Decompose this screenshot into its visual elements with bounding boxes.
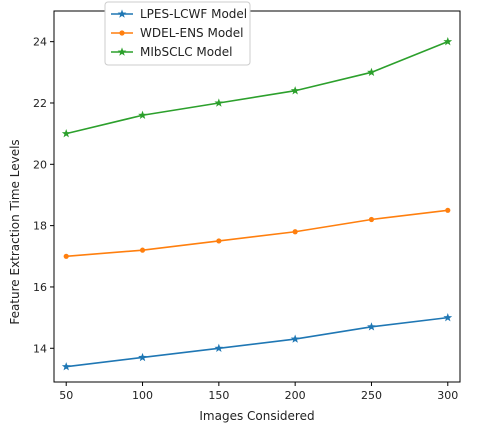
plot-frame	[53, 10, 461, 383]
legend-label: LPES-LCWF Model	[140, 7, 247, 21]
x-tick-label: 100	[132, 389, 153, 402]
y-tick-label: 18	[33, 220, 47, 233]
data-point	[216, 238, 222, 244]
y-axis-label: Feature Extraction Time Levels	[8, 139, 22, 324]
x-axis-label: Images Considered	[199, 409, 314, 423]
data-point	[139, 247, 146, 253]
legend-marker	[117, 47, 127, 56]
legend-box	[104, 1, 251, 66]
x-tick-label: 50	[59, 389, 73, 402]
y-tick-label: 22	[33, 97, 47, 110]
x-tick-label: 150	[208, 389, 229, 402]
x-axis: 50 100 150 200 250 300	[59, 382, 458, 402]
legend-marker	[117, 9, 127, 18]
legend-item: MIbSCLC Model	[111, 45, 232, 59]
data-point	[214, 98, 224, 107]
x-tick-label: 200	[285, 389, 306, 402]
data-point	[214, 343, 224, 352]
y-tick-label: 24	[33, 36, 47, 49]
series-lpes-lcwf-model	[61, 313, 453, 371]
legend-item: WDEL-ENS Model	[111, 26, 244, 40]
data-point	[61, 129, 71, 138]
series-layer	[61, 37, 453, 371]
x-tick-label: 250	[361, 389, 382, 402]
data-point	[367, 322, 376, 331]
data-point	[138, 352, 147, 362]
data-point	[443, 37, 453, 46]
x-tick-label: 300	[437, 389, 458, 402]
y-axis: 14 16 18 20 22 24	[33, 36, 54, 355]
data-point	[368, 216, 375, 223]
y-tick-label: 20	[33, 158, 47, 171]
legend-marker	[119, 30, 125, 36]
data-point	[61, 362, 71, 371]
data-point	[290, 86, 300, 95]
y-tick-label: 14	[33, 342, 47, 355]
series-line-wdel-ens-model	[66, 209, 448, 258]
data-point	[290, 334, 300, 343]
series-line-lpes-lcwf-model	[66, 316, 448, 368]
series-mibsclc-model	[61, 37, 453, 138]
plot-area	[53, 10, 461, 383]
series-wdel-ens-model	[63, 207, 451, 259]
data-point	[443, 313, 453, 322]
legend: LPES-LCWF Model WDEL-ENS Model MIbSCLC Mod…	[104, 1, 251, 66]
data-point	[138, 110, 147, 119]
legend-label: MIbSCLC Model	[140, 45, 232, 59]
data-point	[445, 207, 451, 213]
series-line-mibsclc-model	[66, 40, 449, 135]
legend-item: LPES-LCWF Model	[111, 7, 247, 21]
legend-label: WDEL-ENS Model	[140, 26, 244, 40]
data-point	[292, 229, 298, 235]
data-point	[63, 253, 69, 259]
data-point	[367, 67, 376, 77]
y-tick-label: 16	[33, 281, 47, 294]
